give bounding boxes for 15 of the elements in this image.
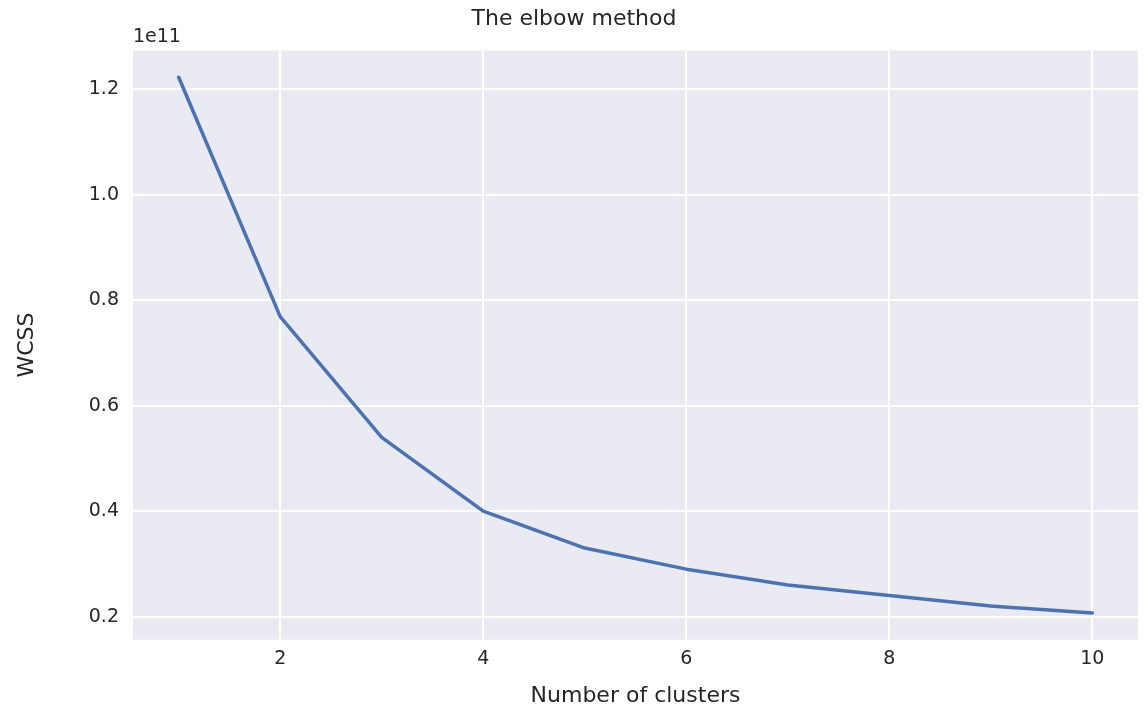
x-axis-title: Number of clusters: [530, 681, 741, 707]
y-tick-label: 1.0: [88, 181, 119, 204]
y-tick-label: 0.4: [88, 498, 119, 521]
chart-title: The elbow method: [470, 4, 677, 30]
x-tick-label: 10: [1080, 646, 1105, 669]
y-tick-label: 1.2: [88, 76, 119, 99]
y-axis-title: WCSS: [12, 312, 38, 378]
text: 1e11: [133, 23, 181, 46]
y-tick-label: 0.6: [88, 392, 119, 415]
x-tick-label: 2: [274, 646, 287, 669]
y-tick-label: 0.2: [88, 603, 119, 626]
x-tick-label: 4: [477, 646, 490, 669]
x-tick-label: 6: [680, 646, 693, 669]
y-tick-label: 0.8: [88, 287, 119, 310]
x-tick-label: 8: [883, 646, 896, 669]
